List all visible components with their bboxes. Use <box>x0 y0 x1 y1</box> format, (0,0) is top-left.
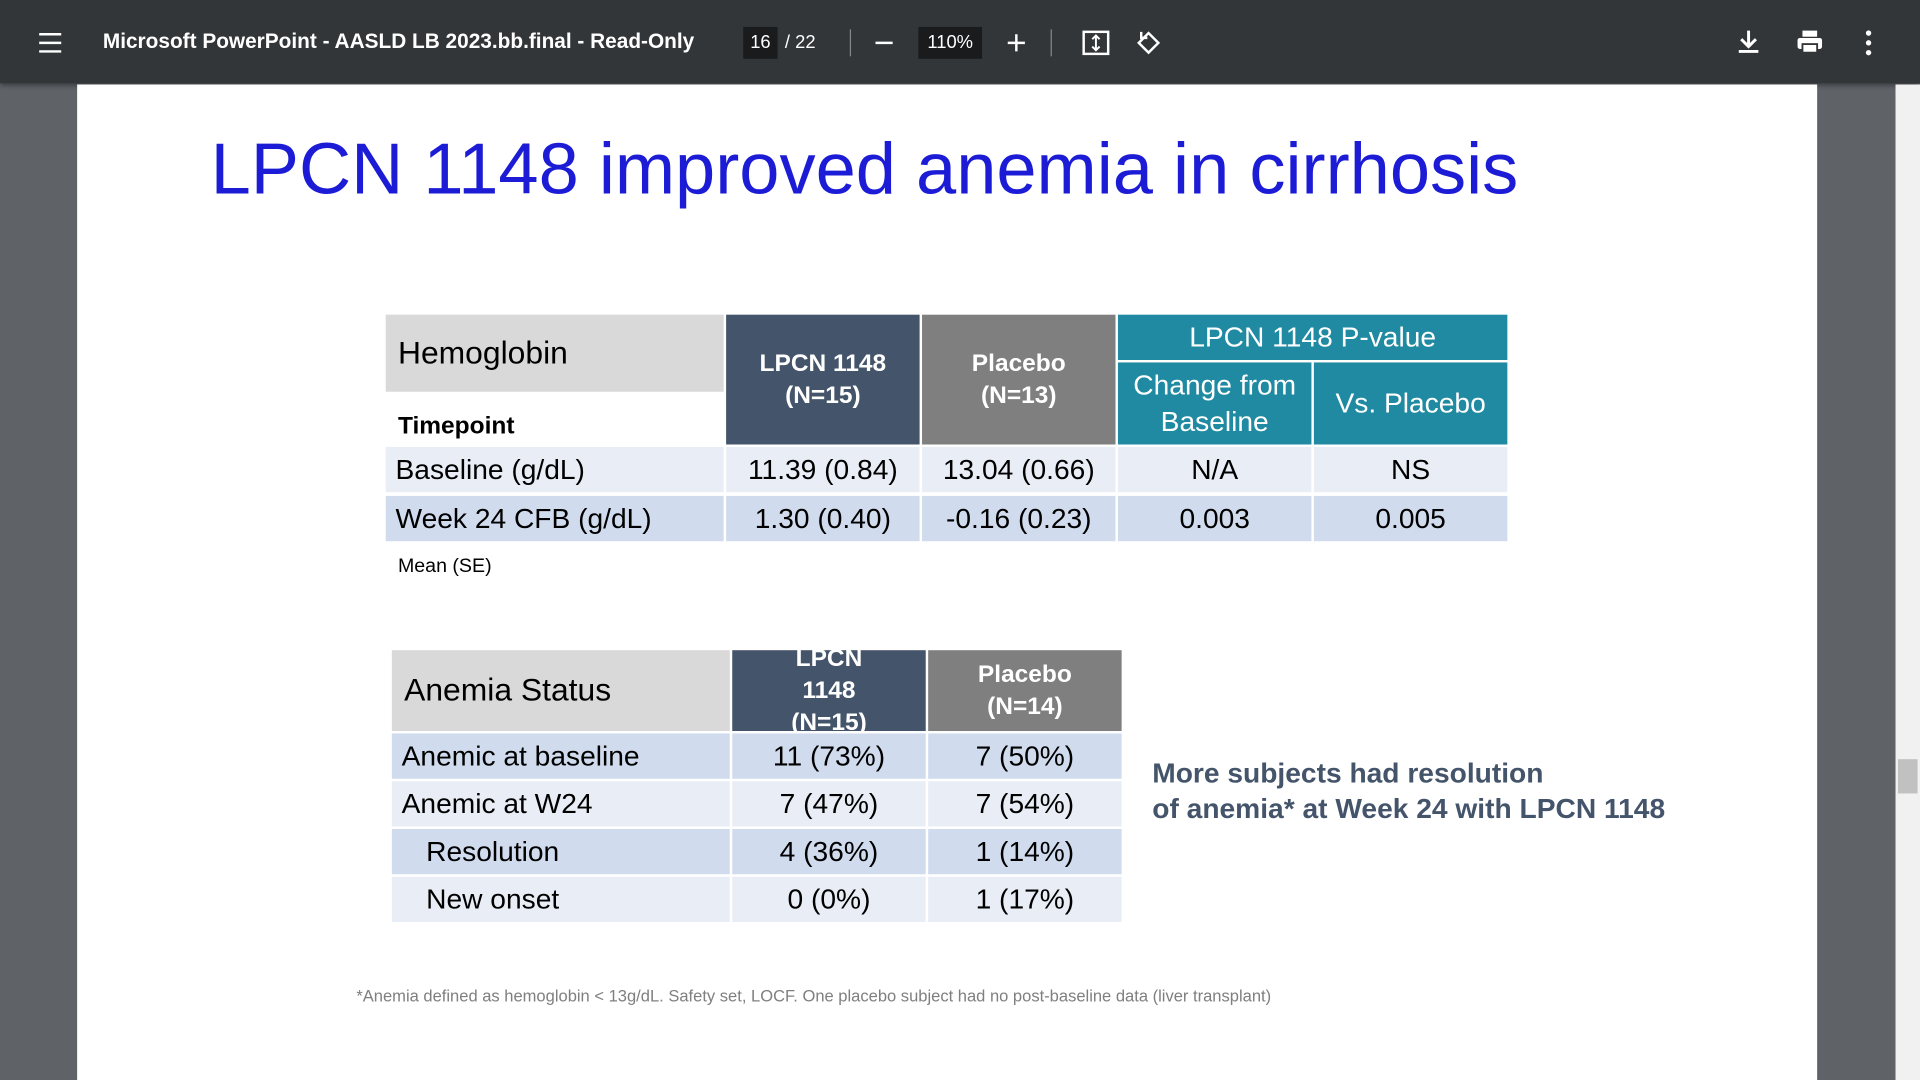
fit-page-button[interactable] <box>1081 28 1110 57</box>
separator <box>849 29 852 57</box>
column-header: Vs. Placebo <box>1313 362 1508 445</box>
menu-button[interactable] <box>37 29 64 56</box>
table-cell: 0.003 <box>1117 495 1312 542</box>
more-button[interactable] <box>1856 28 1880 57</box>
table-cell: 13.04 (0.66) <box>922 446 1116 493</box>
table-subheader: Timepoint <box>385 391 724 447</box>
row-label: Resolution <box>391 828 730 875</box>
rotate-button[interactable] <box>1134 28 1163 57</box>
separator <box>1050 29 1052 57</box>
scroll-thumb[interactable] <box>1897 759 1918 794</box>
row-label: Anemic at baseline <box>391 733 730 779</box>
table-header: Hemoglobin <box>385 314 724 392</box>
row-label: Baseline (g/dL) <box>385 446 724 493</box>
callout-line: More subjects had resolution <box>1152 756 1544 789</box>
page-total: / 22 <box>784 31 816 53</box>
table-cell: 7 (47%) <box>732 781 926 827</box>
toolbar: Microsoft PowerPoint - AASLD LB 2023.bb.… <box>0 0 1920 84</box>
table-note: Mean (SE) <box>397 555 492 577</box>
column-header: Change from Baseline <box>1117 362 1312 445</box>
table-cell: 7 (50%) <box>928 733 1122 779</box>
zoom-out-button[interactable] <box>872 31 896 55</box>
table-cell: 4 (36%) <box>732 828 926 875</box>
column-header: Placebo (N=13) <box>922 314 1116 445</box>
table-cell: 0.005 <box>1313 495 1508 542</box>
zoom-input[interactable]: 110% <box>918 26 983 59</box>
callout-line: of anemia* at Week 24 with LPCN 1148 <box>1152 792 1666 825</box>
callout: More subjects had resolution of anemia* … <box>1152 756 1665 827</box>
row-label: Week 24 CFB (g/dL) <box>385 495 724 542</box>
scrollbar[interactable] <box>1895 84 1920 1080</box>
table-header: Anemia Status <box>391 650 730 732</box>
download-button[interactable] <box>1735 28 1762 55</box>
table-cell: 1 (14%) <box>928 828 1122 875</box>
table-cell: NS <box>1313 446 1508 493</box>
table-cell: N/A <box>1117 446 1312 493</box>
table-cell: 11 (73%) <box>732 733 926 779</box>
group-header: LPCN 1148 P-value <box>1117 314 1508 360</box>
document-title: Microsoft PowerPoint - AASLD LB 2023.bb.… <box>102 29 695 53</box>
table-cell: -0.16 (0.23) <box>922 495 1116 542</box>
page-input[interactable]: 16 <box>743 26 778 59</box>
slide <box>77 84 1818 1080</box>
table-cell: 1.30 (0.40) <box>726 495 920 542</box>
print-button[interactable] <box>1795 28 1824 55</box>
table-cell: 7 (54%) <box>928 781 1122 827</box>
column-header: Placebo (N=14) <box>928 650 1122 732</box>
table-cell: 0 (0%) <box>732 876 926 923</box>
table-cell: 1 (17%) <box>928 876 1122 923</box>
row-label: New onset <box>391 876 730 923</box>
column-header: LPCN 1148 (N=15) <box>726 314 920 445</box>
slide-title: LPCN 1148 improved anemia in cirrhosis <box>210 128 1519 210</box>
table-cell: 11.39 (0.84) <box>726 446 920 493</box>
row-label: Anemic at W24 <box>391 781 730 827</box>
footnote: *Anemia defined as hemoglobin < 13g/dL. … <box>356 986 1272 1006</box>
zoom-in-button[interactable] <box>1004 31 1028 55</box>
column-header: LPCN 1148 (N=15) <box>732 645 926 736</box>
